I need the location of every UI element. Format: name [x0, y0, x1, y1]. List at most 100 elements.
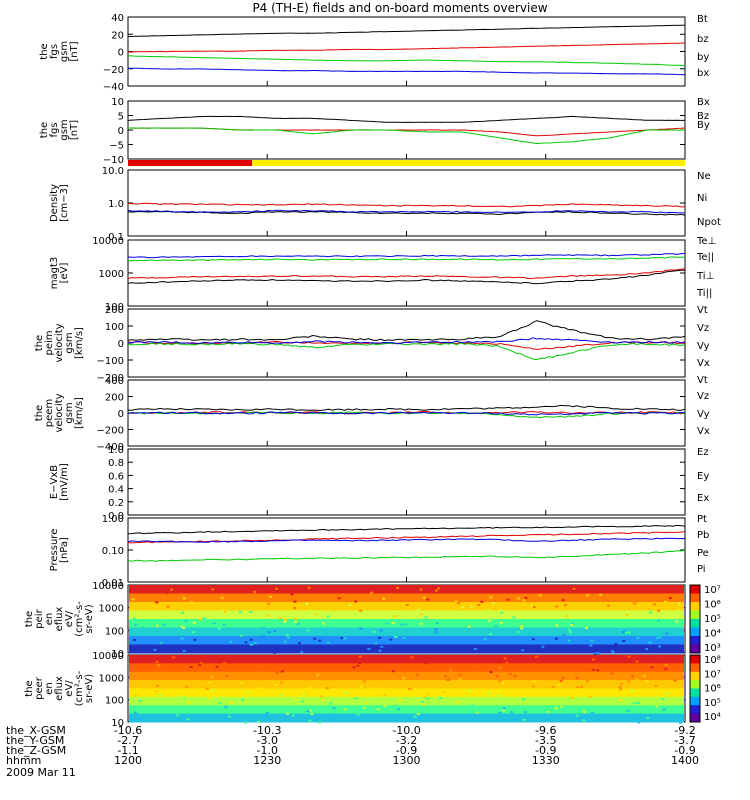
spectrogram-pixel [560, 588, 564, 591]
spectrogram-pixel [220, 597, 224, 600]
spectrogram-pixel [134, 623, 138, 626]
spectrogram-pixel [249, 610, 253, 613]
spectrogram-pixel [162, 623, 166, 626]
spectrogram-pixel [331, 659, 335, 662]
y-axis-label: the [39, 43, 50, 59]
spectrogram-pixel [584, 627, 588, 630]
spectrogram-pixel [269, 595, 273, 598]
spectrogram-pixel [224, 706, 228, 709]
spectrogram-pixel [313, 637, 317, 640]
spectrogram-pixel [468, 689, 472, 692]
spectrogram-pixel [571, 622, 575, 625]
spectrogram-pixel [320, 695, 324, 698]
y-axis-label: gsm [64, 402, 75, 423]
spectrogram-pixel [182, 627, 186, 630]
series-line-Vx [127, 411, 686, 416]
spectrogram-pixel [635, 678, 639, 681]
legend-Pb: Pb [697, 530, 709, 541]
spectrogram-pixel [439, 696, 443, 699]
spectrogram-pixel [318, 721, 322, 724]
series-line-Vt [127, 320, 686, 342]
spectrogram-pixel [262, 655, 266, 658]
spectrogram-pixel [326, 615, 330, 618]
spectrogram-pixel [309, 609, 313, 612]
spectrogram-pixel [657, 609, 661, 612]
spectrogram-pixel [155, 624, 159, 627]
panel-6: the peem velocity gsm [km/s] 400 200 0 −200 −400 V… [34, 375, 710, 453]
spectrogram-pixel [239, 717, 243, 720]
spectrogram-pixel [637, 701, 641, 704]
spectrogram-pixel [172, 656, 176, 659]
y-tick-label: 20 [111, 30, 124, 41]
panel-8: Pressure [nPa] 1.00 0.10 0.01 Pt Pb Pe Pi [49, 514, 709, 589]
spectrogram-pixel [477, 671, 481, 674]
y-axis-label: (cm²-s- [74, 670, 85, 706]
spectrogram-pixel [283, 640, 287, 643]
series-line-bx [128, 67, 686, 76]
spectrogram-pixel [176, 714, 180, 717]
spectrogram-pixel [332, 707, 336, 710]
colorbar-segment [690, 680, 700, 689]
y-tick-label: 200 [105, 305, 124, 316]
colorbar-label: 10⁴ [704, 712, 721, 723]
spectrogram-pixel [551, 686, 555, 689]
spectrogram-pixel [290, 593, 294, 596]
spectrogram-pixel [157, 664, 161, 667]
spectrogram-pixel [404, 623, 408, 626]
spectrogram-pixel [359, 627, 363, 630]
spectrogram-pixel [267, 631, 271, 634]
colorbar-segment [690, 671, 700, 681]
spectrogram-pixel [638, 715, 642, 718]
spectrogram-pixel [477, 604, 481, 607]
panel-5: the peim velocity gsm [km/s]2001000−100−200V… [34, 305, 710, 384]
y-tick-label: −20 [103, 65, 124, 76]
legend-Te⊥: Te⊥ [696, 236, 716, 247]
spectrogram-pixel [379, 629, 383, 632]
spectrogram-pixel [668, 597, 672, 600]
spectrogram-pixel [570, 623, 574, 626]
spectrogram-pixel [585, 680, 589, 683]
spectrogram-pixel [225, 675, 229, 678]
legend-Vz: Vz [697, 323, 709, 334]
spectrogram-pixel [391, 670, 395, 673]
spectrogram-pixel [502, 707, 506, 710]
spectrogram-pixel [318, 639, 322, 642]
y-axis-label: sr-eV) [84, 674, 95, 703]
spectrogram-pixel [217, 627, 221, 630]
legend-bx: bx [697, 68, 709, 79]
y-axis-label: [nT] [69, 120, 80, 140]
y-tick-label: 0 [118, 409, 124, 420]
spectrogram-pixel [561, 677, 565, 680]
spectrogram-pixel [138, 700, 142, 703]
series-line-by [128, 55, 686, 67]
spectrogram-band [129, 627, 684, 637]
footer-value: -0.9 [396, 744, 417, 757]
y-axis-label: E−VxB [49, 465, 60, 499]
y-tick-label: 10000 [92, 651, 124, 662]
spectrogram-pixel [475, 711, 479, 714]
spectrogram-pixel [521, 698, 525, 701]
spectrogram-pixel [519, 655, 523, 658]
spectrogram-pixel [194, 659, 198, 662]
y-axis-label: peer [34, 676, 45, 700]
legend-Bz: Bz [697, 111, 709, 122]
spectrogram-pixel [554, 637, 558, 640]
spectrogram-pixel [627, 655, 631, 658]
spectrogram-pixel [534, 655, 538, 658]
spectrogram-pixel [133, 711, 137, 714]
spectrogram-pixel [300, 651, 304, 654]
spectrogram-pixel [489, 633, 493, 636]
spectrogram-pixel [575, 677, 579, 680]
spectrogram-pixel [590, 711, 594, 714]
spectrogram-pixel [538, 594, 542, 597]
spectrogram-pixel [422, 703, 426, 706]
y-tick-label: 0.01 [102, 578, 124, 589]
spectrogram-pixel [354, 697, 358, 700]
spectrogram-band [129, 644, 684, 654]
y-axis-label: peim [44, 330, 55, 355]
spectrogram-pixel [308, 719, 312, 722]
spectrogram-pixel [360, 685, 364, 688]
spectrogram-pixel [621, 631, 625, 634]
spectrogram-pixel [410, 656, 414, 659]
spectrogram-pixel [434, 589, 438, 592]
